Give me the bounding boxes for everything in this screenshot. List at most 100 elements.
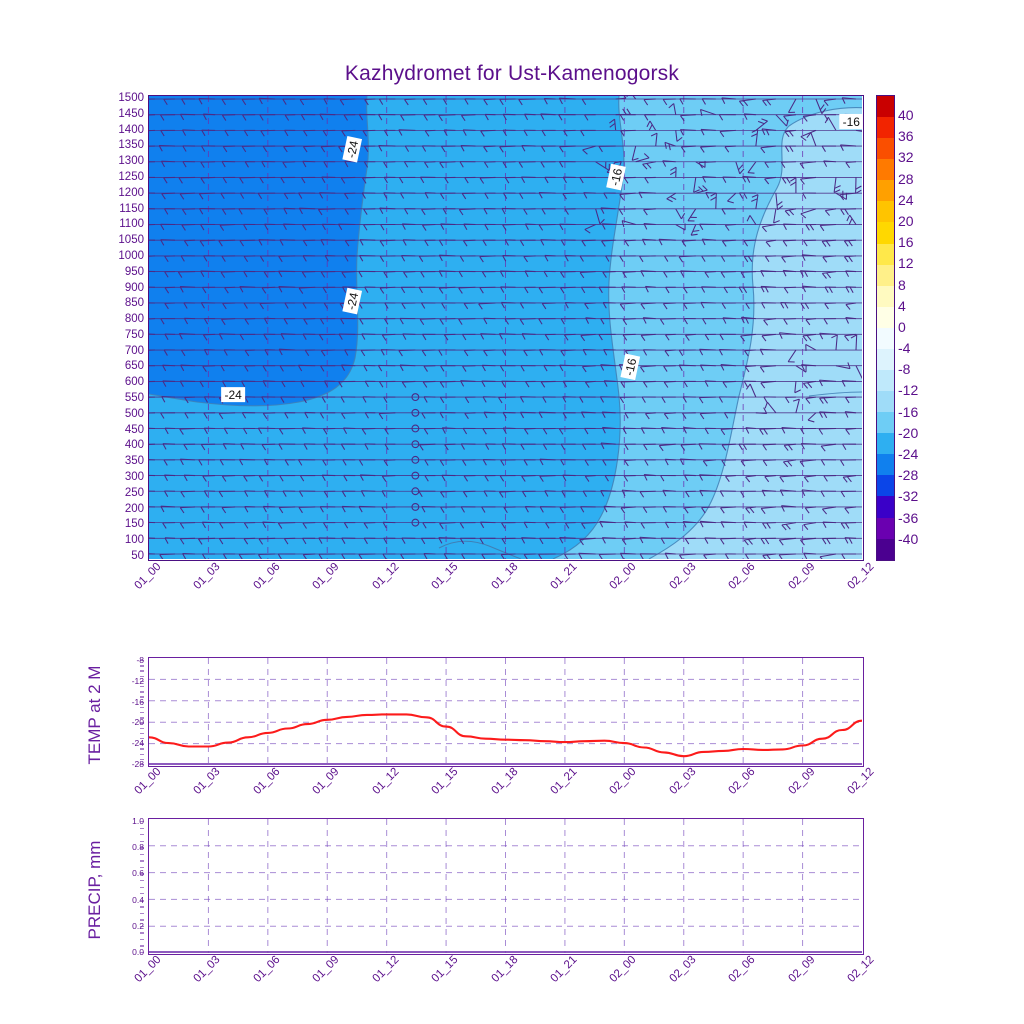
colorbar-tick-label: -4 [898,340,911,357]
colorbar-swatch [877,138,894,160]
y-tick-label: 1300 [118,155,144,168]
precip-y-axis-labels: 1.0 0.8 0.6 0.4 0.2 0.0 [110,816,144,957]
calm-wind-circle [411,393,420,402]
minor-tick [140,919,144,921]
y-tick-label: 1400 [118,123,144,136]
minor-tick [140,764,144,766]
colorbar-tick-label: -8 [898,361,911,378]
contour-label: -24 [342,287,363,315]
y-tick-label: -24 [131,738,144,749]
minor-tick [140,727,144,729]
colorbar-tick-labels: 40 36 32 28 24 20 16 12 8 4 0 -4 -8 -12 -16 -20 -24 -28 -3… [898,95,938,561]
y-tick-label: -28 [131,759,144,769]
minor-tick [140,701,144,703]
temp-plot-area[interactable] [148,657,864,767]
minor-tick [140,952,144,954]
colorbar-swatch [877,412,894,434]
colorbar-swatch [877,370,894,392]
minor-tick [140,925,144,928]
minor-tick [140,670,144,672]
precip-x-axis-labels: 01_00 01_03 01_06 01_09 01_12 01_15 01_18 01_21… [132,954,876,1013]
calm-wind-circle [411,408,420,417]
precip-line-svg [149,819,862,953]
colorbar-tick-label: 16 [898,234,914,251]
colorbar-tick-label: -24 [898,446,919,463]
svg-text:-16: -16 [843,115,861,129]
y-tick-label: 1350 [118,139,144,152]
colorbar-swatch [877,117,894,139]
colorbar-swatch [877,454,894,476]
colorbar-swatch [877,496,894,518]
colorbar-tick-label: 28 [898,170,914,187]
minor-tick [140,758,144,761]
precip-plot-area[interactable] [148,818,864,955]
y-tick-label: 800 [124,313,144,326]
colorbar-swatch [877,201,894,223]
minor-tick [140,847,144,849]
svg-text:-24: -24 [344,139,361,159]
minor-tick [140,717,144,719]
colorbar-swatch [877,433,894,455]
y-tick-label: 550 [124,392,144,405]
temperature-colorbar[interactable] [876,95,895,561]
y-tick-label: 1150 [119,202,144,215]
colorbar-swatch [877,306,894,328]
y-tick-label: 1.0 [132,816,144,826]
y-tick-label: 1450 [118,107,144,120]
y-tick-label: 50 [131,550,144,562]
y-tick-label: 0.0 [132,947,144,957]
y-tick-label: 200 [124,502,144,515]
minor-tick [140,706,144,709]
minor-tick [140,696,144,698]
y-tick-label: 1250 [118,170,144,183]
minor-tick [140,873,144,875]
colorbar-tick-label: 8 [898,276,906,293]
minor-tick [140,680,144,683]
xsec-x-axis-labels: 01_00 01_03 01_06 01_09 01_12 01_15 01_18 01_21… [132,561,876,625]
y-tick-label: -12 [131,675,144,686]
y-tick-label: 300 [124,471,144,484]
precip-panel[interactable] [148,818,864,955]
y-tick-label: 900 [124,281,144,294]
minor-tick [140,886,144,888]
minor-tick [140,821,144,823]
y-tick-label: 350 [124,455,144,468]
y-tick-label: 0.8 [132,842,144,853]
colorbar-tick-label: -28 [898,467,919,484]
calm-wind-circle [411,518,420,527]
y-tick-label: 0.4 [132,894,144,905]
temp-at-2m-panel[interactable] [148,657,864,767]
colorbar-swatch [877,517,894,539]
y-tick-label: -16 [131,696,144,707]
cross-section-panel[interactable]: -24 -24 -24 -16 -16 -16 [148,95,864,561]
minor-tick [140,945,144,947]
colorbar-swatch [877,391,894,413]
minor-tick [140,932,144,934]
svg-text:-24: -24 [344,291,361,311]
minor-tick [140,743,144,745]
minor-tick [140,866,144,869]
colorbar-swatch [877,159,894,181]
calm-wind-circle [411,424,420,433]
minor-tick [140,834,144,836]
precip-axis-title: PRECIP, mm [85,840,104,940]
y-tick-label: 250 [124,486,144,499]
colorbar-swatch [877,327,894,349]
y-tick-label: 850 [124,297,144,310]
colorbar-swatch [877,243,894,265]
minor-tick [140,899,144,901]
y-tick-label: 1200 [118,186,144,199]
colorbar-tick-label: -12 [898,382,919,399]
minor-tick [140,860,144,862]
minor-tick [140,853,144,856]
cross-section-plot-area[interactable]: -24 -24 -24 -16 -16 -16 [148,95,864,561]
colorbar-tick-label: -32 [898,488,919,505]
y-tick-label: 700 [124,344,144,357]
y-tick-label: 400 [124,439,144,452]
calm-wind-circle [411,502,420,511]
colorbar-swatch [877,96,894,118]
y-tick-label: 1500 [118,92,144,104]
colorbar-tick-label: 20 [898,213,914,230]
calm-wind-circle [411,455,420,464]
minor-tick [140,665,144,667]
